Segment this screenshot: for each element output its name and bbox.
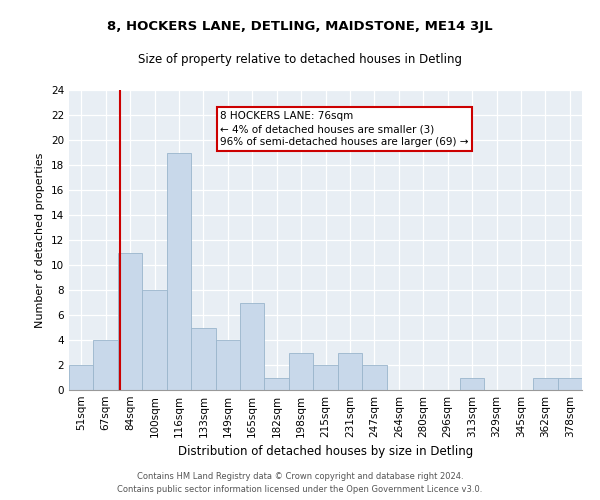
Y-axis label: Number of detached properties: Number of detached properties	[35, 152, 46, 328]
X-axis label: Distribution of detached houses by size in Detling: Distribution of detached houses by size …	[178, 446, 473, 458]
Bar	[338, 352, 362, 390]
Bar	[167, 152, 191, 390]
Bar	[533, 378, 557, 390]
Bar	[191, 328, 215, 390]
Text: Contains HM Land Registry data © Crown copyright and database right 2024.: Contains HM Land Registry data © Crown c…	[137, 472, 463, 481]
Bar	[118, 252, 142, 390]
Bar	[557, 378, 582, 390]
Text: 8, HOCKERS LANE, DETLING, MAIDSTONE, ME14 3JL: 8, HOCKERS LANE, DETLING, MAIDSTONE, ME1…	[107, 20, 493, 33]
Bar	[289, 352, 313, 390]
Text: Contains public sector information licensed under the Open Government Licence v3: Contains public sector information licen…	[118, 484, 482, 494]
Bar	[362, 365, 386, 390]
Text: 8 HOCKERS LANE: 76sqm
← 4% of detached houses are smaller (3)
96% of semi-detach: 8 HOCKERS LANE: 76sqm ← 4% of detached h…	[220, 111, 469, 148]
Bar	[240, 302, 265, 390]
Bar	[215, 340, 240, 390]
Bar	[69, 365, 94, 390]
Bar	[313, 365, 338, 390]
Bar	[94, 340, 118, 390]
Bar	[460, 378, 484, 390]
Text: Size of property relative to detached houses in Detling: Size of property relative to detached ho…	[138, 52, 462, 66]
Bar	[142, 290, 167, 390]
Bar	[265, 378, 289, 390]
